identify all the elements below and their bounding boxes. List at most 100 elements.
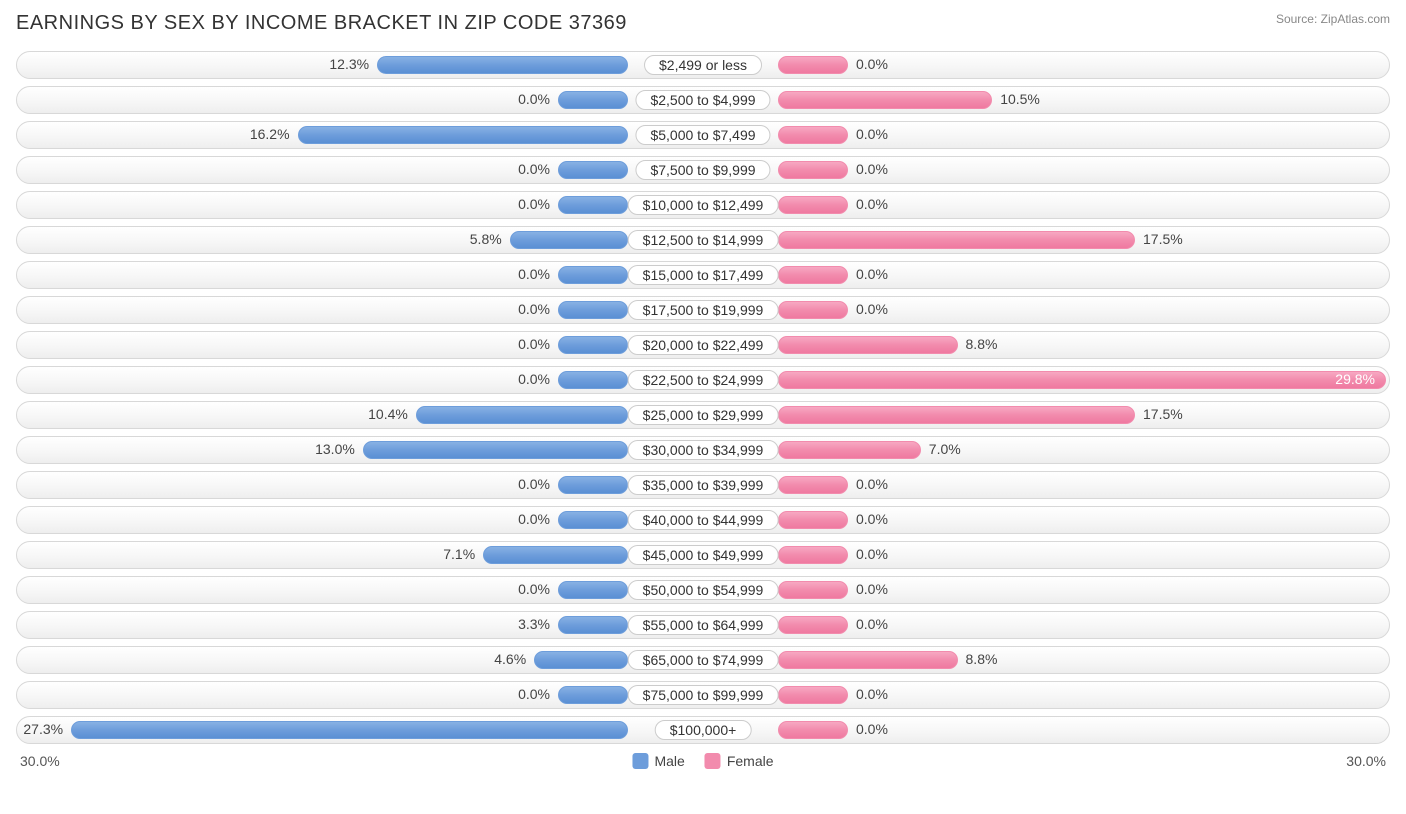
male-bar bbox=[298, 126, 628, 144]
category-label: $22,500 to $24,999 bbox=[628, 370, 779, 390]
chart-row: 10.4% 17.5% $25,000 to $29,999 bbox=[16, 401, 1390, 429]
chart-row: 5.8% 17.5% $12,500 to $14,999 bbox=[16, 226, 1390, 254]
female-bar bbox=[778, 161, 848, 179]
male-value-label: 5.8% bbox=[470, 231, 502, 247]
female-value-label: 0.0% bbox=[856, 581, 888, 597]
male-value-label: 0.0% bbox=[518, 336, 550, 352]
chart-row: 27.3%0.0%$100,000+ bbox=[16, 716, 1390, 744]
female-value-label: 0.0% bbox=[856, 546, 888, 562]
male-bar bbox=[558, 371, 628, 389]
male-value-label: 16.2% bbox=[250, 126, 290, 142]
female-value-label: 0.0% bbox=[856, 196, 888, 212]
chart-row: 0.0%0.0%$10,000 to $12,499 bbox=[16, 191, 1390, 219]
chart-row: 12.3%0.0%$2,499 or less bbox=[16, 51, 1390, 79]
chart-row: 0.0% 29.8% $22,500 to $24,999 bbox=[16, 366, 1390, 394]
female-bar bbox=[778, 406, 1135, 424]
chart-area: 12.3%0.0%$2,499 or less0.0%10.5%$2,500 t… bbox=[16, 51, 1390, 744]
category-label: $17,500 to $19,999 bbox=[628, 300, 779, 320]
female-bar bbox=[778, 301, 848, 319]
chart-row: 3.3%0.0%$55,000 to $64,999 bbox=[16, 611, 1390, 639]
male-bar bbox=[558, 336, 628, 354]
male-bar bbox=[558, 161, 628, 179]
female-bar bbox=[778, 91, 992, 109]
chart-row: 7.1% 0.0% $45,000 to $49,999 bbox=[16, 541, 1390, 569]
legend-label: Female bbox=[727, 753, 774, 769]
male-value-label: 12.3% bbox=[329, 56, 369, 72]
chart-row: 0.0% 10.5% $2,500 to $4,999 bbox=[16, 86, 1390, 114]
male-bar bbox=[534, 651, 628, 669]
female-bar bbox=[778, 441, 921, 459]
female-bar bbox=[778, 581, 848, 599]
category-label: $75,000 to $99,999 bbox=[628, 685, 779, 705]
female-value-label: 17.5% bbox=[1143, 406, 1183, 422]
male-value-label: 0.0% bbox=[518, 301, 550, 317]
category-label: $7,500 to $9,999 bbox=[635, 160, 770, 180]
female-bar bbox=[778, 616, 848, 634]
male-bar bbox=[71, 721, 628, 739]
male-value-label: 0.0% bbox=[518, 581, 550, 597]
male-value-label: 0.0% bbox=[518, 91, 550, 107]
male-value-label: 4.6% bbox=[494, 651, 526, 667]
chart-title: EARNINGS BY SEX BY INCOME BRACKET IN ZIP… bbox=[16, 12, 627, 35]
legend-item: Male bbox=[632, 753, 684, 769]
female-bar bbox=[778, 266, 848, 284]
axis-label-left: 30.0% bbox=[20, 753, 60, 769]
chart-row: 0.0% 0.0% $17,500 to $19,999 bbox=[16, 296, 1390, 324]
male-bar bbox=[558, 196, 628, 214]
category-label: $2,499 or less bbox=[644, 55, 762, 75]
female-bar bbox=[778, 511, 848, 529]
male-value-label: 7.1% bbox=[443, 546, 475, 562]
female-value-label: 10.5% bbox=[1000, 91, 1040, 107]
chart-row: 4.6%8.8%$65,000 to $74,999 bbox=[16, 646, 1390, 674]
category-label: $45,000 to $49,999 bbox=[628, 545, 779, 565]
male-bar bbox=[558, 616, 628, 634]
male-bar bbox=[483, 546, 628, 564]
legend-swatch bbox=[705, 753, 721, 769]
female-value-label: 17.5% bbox=[1143, 231, 1183, 247]
female-value-label: 0.0% bbox=[856, 266, 888, 282]
female-value-label: 29.8% bbox=[1335, 371, 1375, 387]
chart-row: 0.0% 0.0% $75,000 to $99,999 bbox=[16, 681, 1390, 709]
female-value-label: 8.8% bbox=[966, 651, 998, 667]
male-bar bbox=[558, 476, 628, 494]
chart-row: 0.0%8.8%$20,000 to $22,499 bbox=[16, 331, 1390, 359]
female-bar bbox=[778, 126, 848, 144]
legend-swatch bbox=[632, 753, 648, 769]
male-value-label: 13.0% bbox=[315, 441, 355, 457]
male-bar bbox=[416, 406, 628, 424]
category-label: $5,000 to $7,499 bbox=[635, 125, 770, 145]
male-bar bbox=[510, 231, 628, 249]
chart-source: Source: ZipAtlas.com bbox=[1276, 12, 1390, 26]
category-label: $40,000 to $44,999 bbox=[628, 510, 779, 530]
legend-label: Male bbox=[654, 753, 684, 769]
male-bar bbox=[377, 56, 628, 74]
female-value-label: 8.8% bbox=[966, 336, 998, 352]
category-label: $50,000 to $54,999 bbox=[628, 580, 779, 600]
female-bar bbox=[778, 651, 958, 669]
male-value-label: 10.4% bbox=[368, 406, 408, 422]
female-bar bbox=[778, 56, 848, 74]
female-value-label: 0.0% bbox=[856, 301, 888, 317]
female-value-label: 0.0% bbox=[856, 686, 888, 702]
chart-row: 0.0% 0.0% $50,000 to $54,999 bbox=[16, 576, 1390, 604]
female-bar bbox=[778, 336, 958, 354]
male-value-label: 0.0% bbox=[518, 266, 550, 282]
chart-row: 0.0%0.0%$15,000 to $17,499 bbox=[16, 261, 1390, 289]
female-value-label: 7.0% bbox=[929, 441, 961, 457]
male-value-label: 27.3% bbox=[23, 721, 63, 737]
chart-header: EARNINGS BY SEX BY INCOME BRACKET IN ZIP… bbox=[16, 12, 1390, 35]
female-value-label: 0.0% bbox=[856, 126, 888, 142]
male-value-label: 0.0% bbox=[518, 686, 550, 702]
chart-row: 0.0%0.0%$35,000 to $39,999 bbox=[16, 471, 1390, 499]
male-value-label: 0.0% bbox=[518, 371, 550, 387]
category-label: $25,000 to $29,999 bbox=[628, 405, 779, 425]
male-bar bbox=[558, 511, 628, 529]
category-label: $2,500 to $4,999 bbox=[635, 90, 770, 110]
male-value-label: 0.0% bbox=[518, 476, 550, 492]
female-value-label: 0.0% bbox=[856, 476, 888, 492]
female-bar bbox=[778, 686, 848, 704]
male-value-label: 3.3% bbox=[518, 616, 550, 632]
category-label: $55,000 to $64,999 bbox=[628, 615, 779, 635]
category-label: $12,500 to $14,999 bbox=[628, 230, 779, 250]
male-value-label: 0.0% bbox=[518, 511, 550, 527]
